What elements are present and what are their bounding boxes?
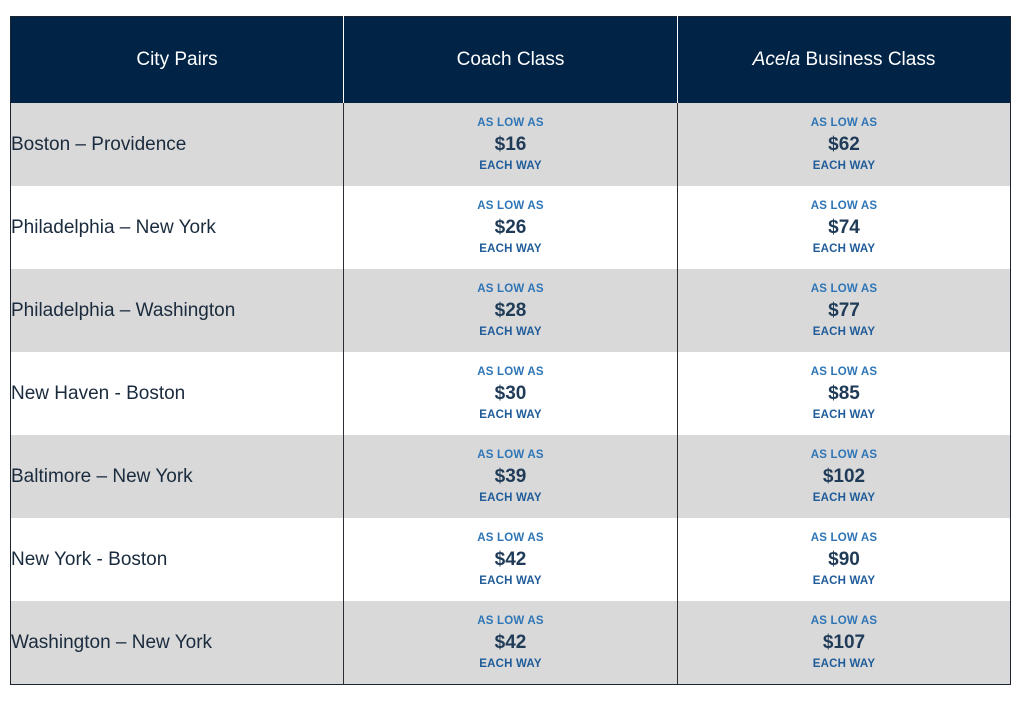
each-way-label: EACH WAY <box>812 408 876 421</box>
coach-fare-cell: AS LOW AS $39 EACH WAY <box>343 435 678 518</box>
coach-price: $39 <box>494 465 527 487</box>
fare-table: City Pairs Coach Class Acela Business Cl… <box>10 16 1011 685</box>
as-low-as-label: AS LOW AS <box>477 531 544 544</box>
acela-fare-cell: AS LOW AS $77 EACH WAY <box>677 269 1011 352</box>
each-way-label: EACH WAY <box>479 574 542 587</box>
acela-price: $85 <box>828 382 860 404</box>
coach-fare-cell: AS LOW AS $42 EACH WAY <box>343 601 678 685</box>
acela-price: $102 <box>822 465 866 487</box>
header-acela-business-class: Acela Business Class <box>677 16 1011 103</box>
coach-fare-cell: AS LOW AS $16 EACH WAY <box>343 103 678 186</box>
each-way-label: EACH WAY <box>812 657 876 670</box>
city-pair: Philadelphia – New York <box>10 186 344 269</box>
each-way-label: EACH WAY <box>812 242 876 255</box>
as-low-as-label: AS LOW AS <box>477 365 544 378</box>
as-low-as-label: AS LOW AS <box>477 282 544 295</box>
city-pair: Philadelphia – Washington <box>10 269 344 352</box>
as-low-as-label: AS LOW AS <box>810 531 878 544</box>
each-way-label: EACH WAY <box>479 408 542 421</box>
coach-price: $30 <box>494 382 527 404</box>
coach-fare-cell: AS LOW AS $28 EACH WAY <box>343 269 678 352</box>
each-way-label: EACH WAY <box>479 159 542 172</box>
header-row: City Pairs Coach Class Acela Business Cl… <box>10 16 1011 103</box>
as-low-as-label: AS LOW AS <box>810 282 878 295</box>
table-row: Philadelphia – New York AS LOW AS $26 EA… <box>10 186 1011 269</box>
city-pair: Baltimore – New York <box>10 435 344 518</box>
city-pair: New Haven - Boston <box>10 352 344 435</box>
coach-fare-cell: AS LOW AS $26 EACH WAY <box>343 186 678 269</box>
acela-price: $90 <box>828 548 860 570</box>
each-way-label: EACH WAY <box>812 325 876 338</box>
business-class-text: Business Class <box>800 49 936 70</box>
as-low-as-label: AS LOW AS <box>810 116 878 129</box>
acela-price: $77 <box>828 299 860 321</box>
coach-price: $42 <box>494 548 527 570</box>
table-row: New York - Boston AS LOW AS $42 EACH WAY… <box>10 518 1011 601</box>
coach-fare-cell: AS LOW AS $42 EACH WAY <box>343 518 678 601</box>
coach-price: $28 <box>494 299 527 321</box>
each-way-label: EACH WAY <box>479 325 542 338</box>
each-way-label: EACH WAY <box>812 574 876 587</box>
coach-price: $42 <box>494 631 527 653</box>
table-row: Philadelphia – Washington AS LOW AS $28 … <box>10 269 1011 352</box>
coach-fare-cell: AS LOW AS $30 EACH WAY <box>343 352 678 435</box>
header-city-pairs: City Pairs <box>10 16 344 103</box>
each-way-label: EACH WAY <box>812 159 876 172</box>
as-low-as-label: AS LOW AS <box>477 116 544 129</box>
acela-fare-cell: AS LOW AS $107 EACH WAY <box>677 601 1011 685</box>
acela-fare-cell: AS LOW AS $90 EACH WAY <box>677 518 1011 601</box>
acela-price: $107 <box>822 631 866 653</box>
acela-fare-cell: AS LOW AS $74 EACH WAY <box>677 186 1011 269</box>
as-low-as-label: AS LOW AS <box>477 448 544 461</box>
as-low-as-label: AS LOW AS <box>810 448 878 461</box>
coach-price: $16 <box>494 133 527 155</box>
city-pair: Boston – Providence <box>10 103 344 186</box>
acela-fare-cell: AS LOW AS $62 EACH WAY <box>677 103 1011 186</box>
acela-price: $74 <box>828 216 860 238</box>
as-low-as-label: AS LOW AS <box>477 199 544 212</box>
fare-body: Boston – Providence AS LOW AS $16 EACH W… <box>10 103 1011 685</box>
as-low-as-label: AS LOW AS <box>477 614 544 627</box>
city-pair: Washington – New York <box>10 601 344 685</box>
as-low-as-label: AS LOW AS <box>810 614 878 627</box>
acela-fare-cell: AS LOW AS $102 EACH WAY <box>677 435 1011 518</box>
table-row: Boston – Providence AS LOW AS $16 EACH W… <box>10 103 1011 186</box>
acela-brand-text: Acela <box>752 49 801 70</box>
acela-fare-cell: AS LOW AS $85 EACH WAY <box>677 352 1011 435</box>
each-way-label: EACH WAY <box>812 491 876 504</box>
each-way-label: EACH WAY <box>479 491 542 504</box>
table-row: New Haven - Boston AS LOW AS $30 EACH WA… <box>10 352 1011 435</box>
each-way-label: EACH WAY <box>479 242 542 255</box>
table-row: Washington – New York AS LOW AS $42 EACH… <box>10 601 1011 685</box>
as-low-as-label: AS LOW AS <box>810 199 878 212</box>
acela-price: $62 <box>828 133 860 155</box>
each-way-label: EACH WAY <box>479 657 542 670</box>
table-row: Baltimore – New York AS LOW AS $39 EACH … <box>10 435 1011 518</box>
coach-price: $26 <box>494 216 527 238</box>
as-low-as-label: AS LOW AS <box>810 365 878 378</box>
city-pair: New York - Boston <box>10 518 344 601</box>
header-coach-class: Coach Class <box>343 16 678 103</box>
